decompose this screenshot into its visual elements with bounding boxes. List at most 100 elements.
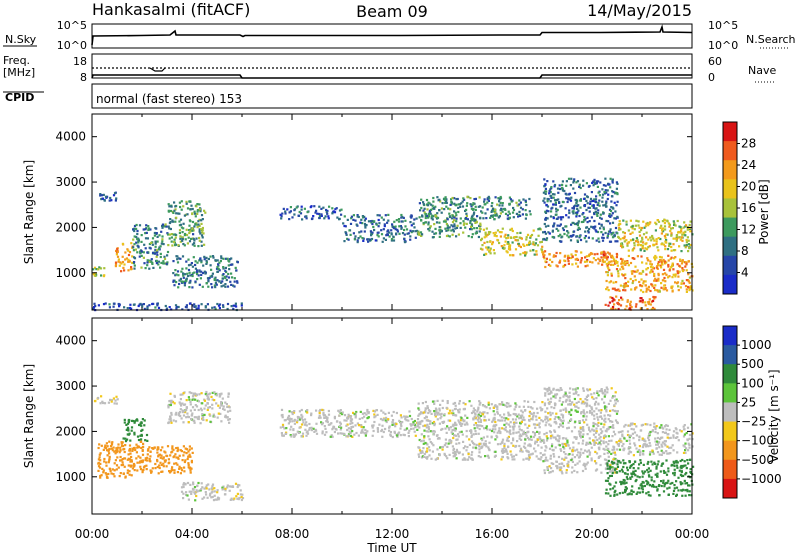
data-cell	[585, 443, 588, 446]
data-cell	[223, 408, 226, 411]
data-cell	[501, 202, 504, 205]
data-cell	[614, 308, 617, 311]
data-cell	[114, 265, 117, 268]
data-cell	[601, 193, 605, 196]
data-cell	[613, 258, 616, 261]
data-cell	[213, 284, 216, 287]
data-cell	[519, 433, 522, 436]
data-cell	[538, 426, 541, 429]
data-cell	[341, 411, 344, 414]
data-cell	[133, 469, 136, 472]
data-cell	[555, 438, 558, 441]
data-cell	[567, 426, 570, 429]
data-cell	[664, 236, 667, 239]
data-cell	[216, 302, 219, 306]
data-cell	[604, 417, 607, 420]
data-cell	[428, 202, 431, 205]
data-cell	[170, 205, 173, 208]
data-cell	[427, 204, 430, 207]
data-cell	[330, 434, 333, 437]
data-cell	[189, 230, 192, 233]
data-cell	[602, 226, 605, 229]
data-cell	[403, 233, 406, 236]
data-cell	[622, 219, 625, 222]
data-cell	[607, 447, 610, 450]
data-cell	[151, 237, 155, 240]
data-cell	[539, 406, 542, 409]
data-cell	[417, 232, 420, 235]
data-cell	[477, 420, 480, 423]
data-cell	[233, 277, 236, 280]
data-cell	[165, 454, 168, 457]
data-cell	[194, 404, 197, 407]
data-cell	[488, 231, 491, 234]
data-cell	[135, 223, 138, 227]
data-cell	[399, 427, 402, 430]
data-cell	[629, 304, 632, 307]
data-cell	[226, 302, 230, 306]
data-cell	[526, 457, 529, 460]
data-cell	[200, 228, 203, 231]
data-cell	[465, 204, 468, 207]
data-cell	[163, 257, 167, 260]
data-cell	[589, 430, 592, 433]
data-cell	[558, 437, 561, 440]
data-cell	[370, 232, 374, 236]
data-cell	[459, 222, 462, 225]
data-cell	[614, 402, 617, 405]
data-cell	[146, 449, 150, 452]
data-cell	[500, 245, 503, 248]
data-cell	[388, 235, 391, 238]
data-cell	[196, 273, 199, 276]
data-cell	[641, 238, 644, 241]
data-cell	[171, 445, 174, 448]
data-cell	[113, 475, 116, 478]
freq-tick-high: 18	[73, 55, 87, 68]
data-cell	[516, 239, 520, 242]
data-cell	[457, 419, 460, 422]
data-cell	[441, 445, 444, 449]
data-cell	[296, 430, 299, 433]
data-cell	[491, 207, 495, 210]
data-cell	[139, 456, 142, 459]
data-cell	[602, 184, 605, 187]
data-cell	[183, 214, 186, 217]
data-cell	[534, 442, 537, 445]
data-cell	[482, 404, 485, 407]
data-cell	[131, 467, 134, 470]
data-cell	[576, 462, 579, 465]
data-cell	[110, 472, 113, 475]
data-cell	[666, 220, 669, 223]
data-cell	[154, 240, 157, 243]
data-cell	[162, 260, 165, 263]
data-cell	[162, 243, 165, 246]
data-cell	[528, 453, 531, 456]
data-cell	[585, 260, 589, 263]
data-cell	[170, 236, 173, 239]
data-cell	[623, 237, 626, 240]
data-cell	[352, 232, 355, 235]
data-cell	[582, 439, 585, 442]
data-cell	[399, 225, 402, 228]
data-cell	[445, 234, 449, 238]
data-cell	[376, 413, 379, 416]
data-cell	[429, 225, 432, 228]
data-cell	[639, 249, 642, 252]
data-cell	[607, 261, 610, 264]
data-cell	[564, 263, 567, 267]
data-cell	[507, 242, 510, 245]
data-cell	[651, 234, 654, 238]
data-cell	[479, 442, 482, 445]
data-cell	[179, 237, 182, 240]
data-cell	[472, 217, 475, 220]
data-cell	[602, 442, 605, 445]
data-cell	[113, 302, 116, 305]
data-cell	[618, 227, 621, 230]
data-cell	[410, 214, 413, 217]
data-cell	[227, 272, 230, 276]
data-cell	[371, 219, 374, 223]
data-cell	[452, 424, 455, 427]
data-cell	[121, 458, 124, 461]
data-cell	[593, 417, 596, 420]
data-cell	[165, 262, 168, 265]
